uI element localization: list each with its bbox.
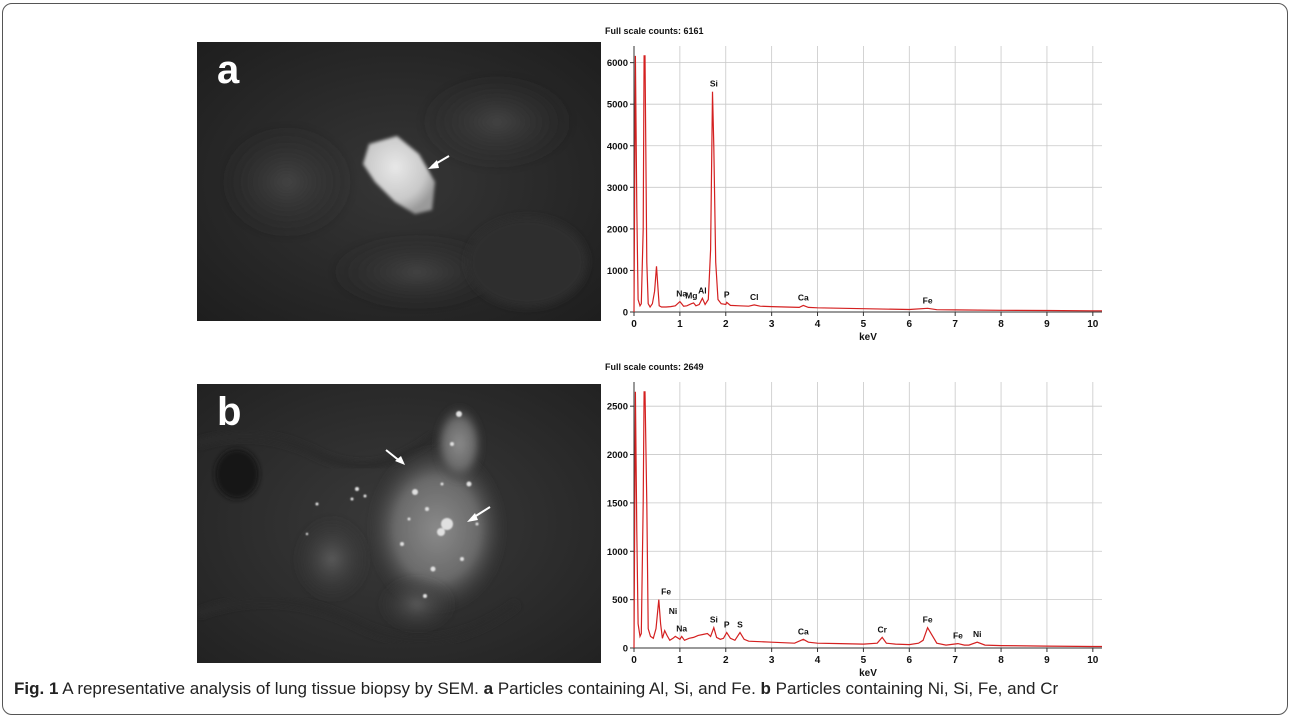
c0-x-axis-label: keV (859, 332, 877, 343)
c0-peak-label: Si (710, 79, 718, 89)
c0-peak-label: Na (676, 289, 687, 299)
c1-x-axis-label: keV (859, 668, 877, 679)
c0-peak-label: Ca (798, 292, 809, 302)
sem-image-b: b (197, 384, 601, 663)
c0-x-tick-label: 5 (861, 319, 867, 330)
c1-peak-label: Ni (669, 606, 678, 616)
arrow-icon (385, 449, 405, 465)
c0-x-tick-label: 6 (907, 319, 913, 330)
caption-fig-label: Fig. 1 (14, 679, 59, 698)
c0-y-tick-label: 0 (623, 308, 628, 319)
c0-peak-label: P (724, 289, 730, 299)
c1-x-tick-label: 6 (907, 655, 913, 666)
c1-y-tick-label: 1500 (607, 498, 628, 509)
eds-spectrum-b: 0 1 2 3 4 5 6 7 8 9 10 0 500 1000 1500 2000 2500 keV Fe Ni N… (607, 382, 1102, 679)
c1-y-tick-label: 500 (612, 595, 628, 606)
figure-caption: Fig. 1 A representative analysis of lung… (14, 679, 1058, 699)
c0-peak-label: Cl (750, 292, 759, 302)
caption-label-a: a (483, 679, 494, 698)
c0-x-tick-label: 7 (952, 319, 958, 330)
caption-text-1: A representative analysis of lung tissue… (58, 679, 484, 698)
c1-peak-label: Fe (661, 587, 671, 597)
c0-y-tick-label: 6000 (607, 58, 628, 69)
sem-micrograph-b (197, 384, 601, 663)
c0-x-tick-label: 10 (1087, 319, 1099, 330)
full-scale-label-b: Full scale counts: 2649 (605, 362, 704, 372)
c0-y-tick-label: 2000 (607, 224, 628, 235)
c1-y-tick-label: 1000 (607, 547, 628, 558)
c0-x-tick-label: 9 (1044, 319, 1050, 330)
caption-text-3: Particles containing Ni, Si, Fe, and Cr (770, 679, 1059, 698)
caption-label-b: b (760, 679, 771, 698)
c1-x-tick-label: 2 (723, 655, 729, 666)
c0-x-tick-label: 0 (631, 319, 637, 330)
c0-y-tick-label: 3000 (607, 183, 628, 194)
c1-y-tick-label: 2000 (607, 450, 628, 461)
c0-plot-area (634, 46, 1102, 312)
c0-y-tick-label: 1000 (607, 266, 628, 277)
c0-peak-label: Fe (923, 295, 933, 305)
c1-x-tick-label: 9 (1044, 655, 1050, 666)
c1-plot-area (634, 382, 1102, 648)
panel-label-a: a (217, 48, 240, 92)
c1-peak-label: Fe (923, 615, 933, 625)
c1-x-tick-label: 1 (677, 655, 683, 666)
figure-frame (2, 3, 1288, 715)
c1-y-tick-label: 2500 (607, 402, 628, 413)
c0-spectrum-line (633, 55, 1102, 313)
full-scale-label-a: Full scale counts: 6161 (605, 26, 704, 36)
c0-x-tick-label: 4 (815, 319, 821, 330)
c0-x-tick-label: 2 (723, 319, 729, 330)
c0-peak-label: Al (698, 285, 707, 295)
c0-x-tick-label: 8 (998, 319, 1004, 330)
c1-peak-label: Fe (953, 631, 963, 641)
caption-text-2: Particles containing Al, Si, and Fe. (493, 679, 761, 698)
c1-peak-label: Si (710, 615, 718, 625)
c1-peak-label: Cr (877, 624, 887, 634)
c1-y-tick-label: 0 (623, 644, 628, 655)
c1-peak-label: Na (676, 623, 687, 633)
c0-y-tick-label: 4000 (607, 141, 628, 152)
c1-x-tick-label: 3 (769, 655, 775, 666)
sem-micrograph-a (197, 42, 601, 321)
c1-x-tick-label: 5 (861, 655, 867, 666)
c0-peak-label: Mg (685, 291, 697, 301)
c1-x-tick-label: 7 (952, 655, 958, 666)
c1-x-tick-label: 0 (631, 655, 637, 666)
c1-peak-label: P (724, 620, 730, 630)
eds-spectrum-a: 0 1 2 3 4 5 6 7 8 9 10 0 1000 2000 3000 4000 5000 6000 keV… (607, 46, 1102, 343)
c0-x-tick-label: 3 (769, 319, 775, 330)
c0-y-tick-label: 5000 (607, 100, 628, 111)
arrow-icon (467, 506, 491, 522)
c1-peak-label: S (737, 620, 743, 630)
c1-x-tick-label: 8 (998, 655, 1004, 666)
sem-image-a: a (197, 42, 601, 321)
c0-x-tick-label: 1 (677, 319, 683, 330)
arrow-icon (428, 155, 450, 169)
c1-peak-label: Ni (973, 629, 982, 639)
c1-x-tick-label: 10 (1087, 655, 1099, 666)
panel-label-b: b (217, 390, 242, 434)
c1-x-tick-label: 4 (815, 655, 821, 666)
c1-peak-label: Ca (798, 626, 809, 636)
c1-spectrum-line (633, 391, 1102, 649)
